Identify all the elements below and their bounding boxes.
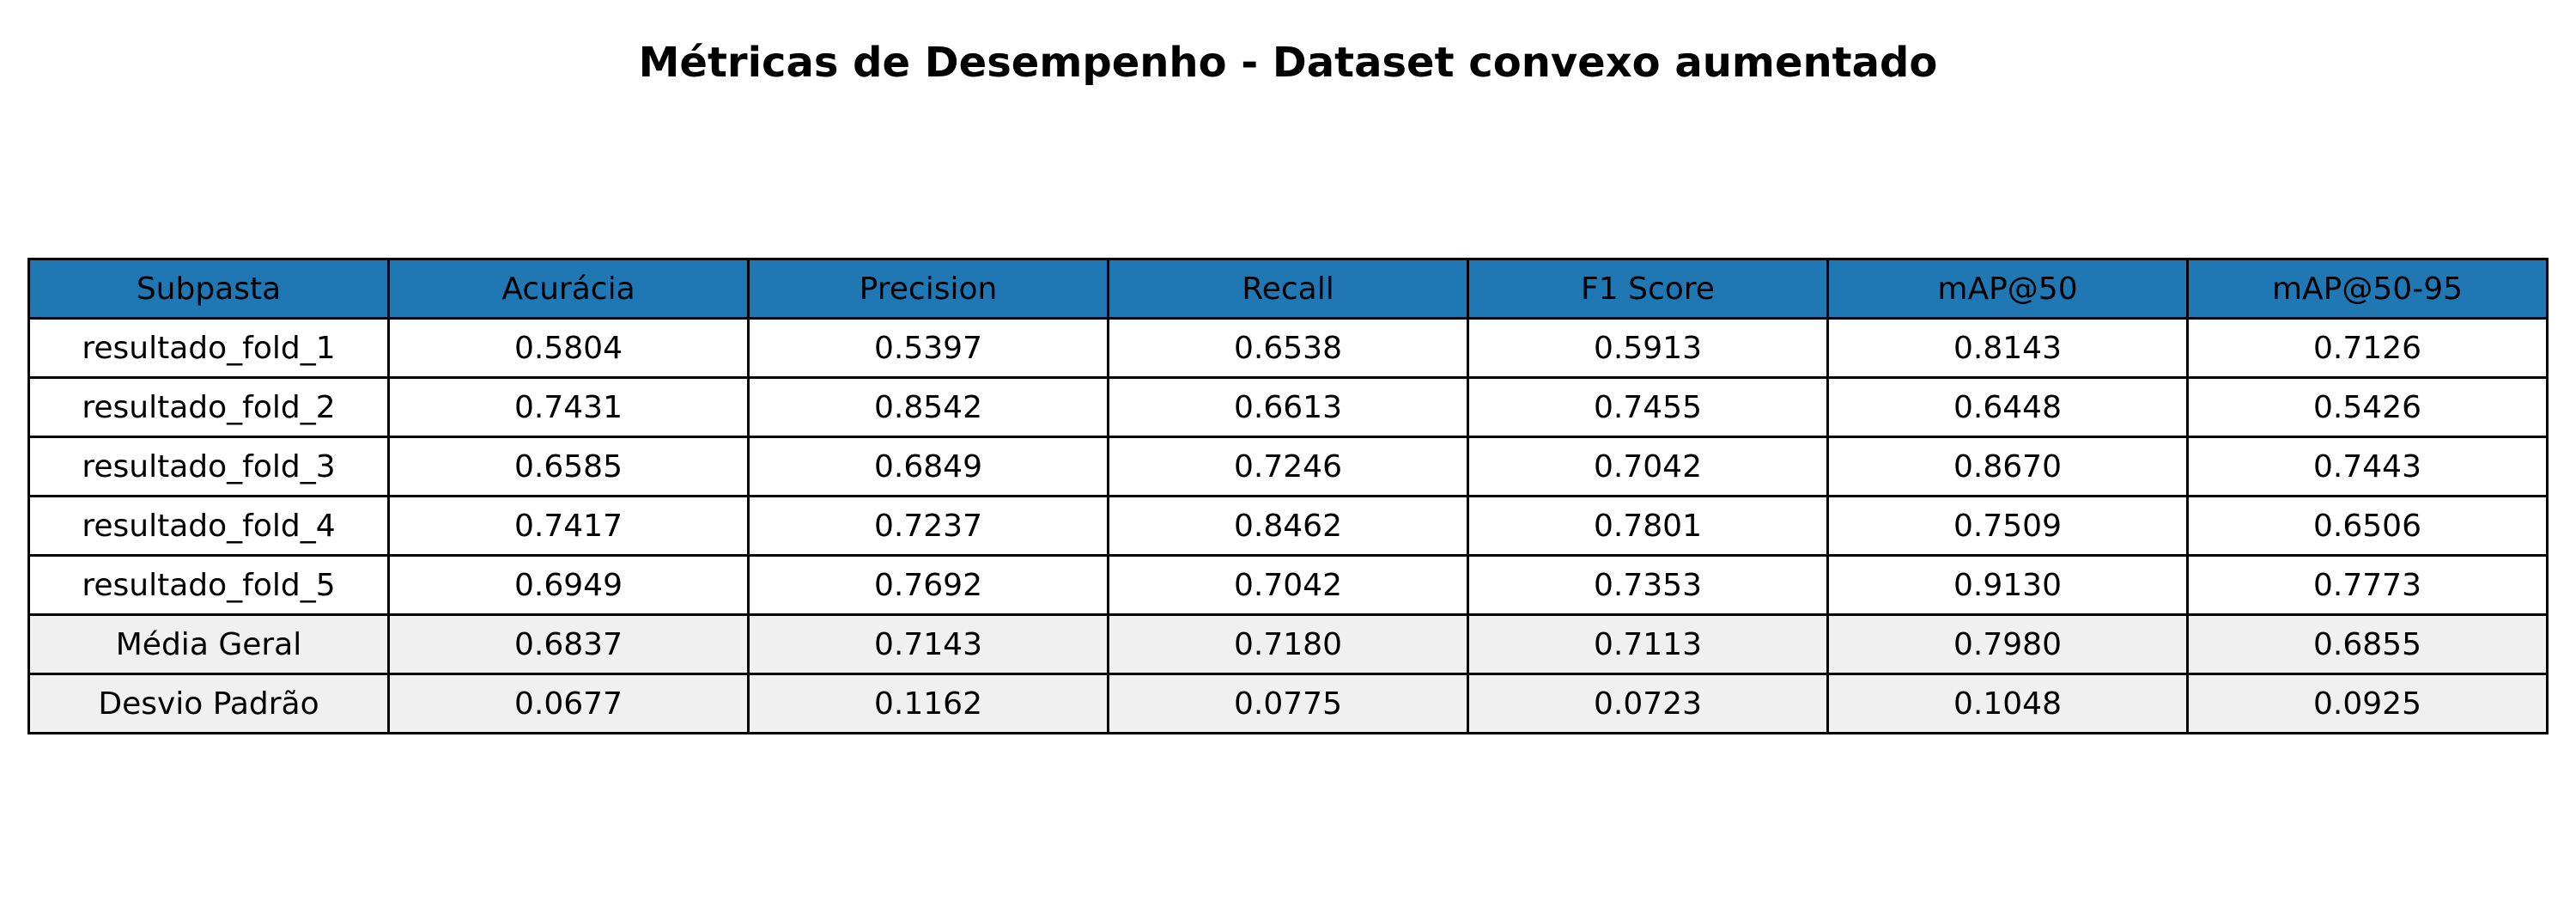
table-cell-f1-score: 0.5913 xyxy=(1467,317,1829,379)
table-cell-f1-score: 0.7042 xyxy=(1467,436,1829,497)
metrics-table: Subpasta Acurácia Precision Recall F1 Sc… xyxy=(27,258,2549,734)
table-cell-recall: 0.6613 xyxy=(1107,376,1469,438)
table-cell-map50: 0.8143 xyxy=(1826,317,2189,379)
table-cell-map50: 0.1048 xyxy=(1826,673,2189,734)
table-cell-subpasta: Desvio Padrão xyxy=(27,673,390,734)
table-cell-map50-95: 0.6506 xyxy=(2186,495,2549,557)
table-cell-acuracia: 0.7417 xyxy=(387,495,750,557)
table-cell-acuracia: 0.6949 xyxy=(387,554,750,616)
table-row: resultado_fold_2 0.7431 0.8542 0.6613 0.7455… xyxy=(27,376,2549,438)
table-cell-precision: 0.7237 xyxy=(747,495,1109,557)
table-cell-acuracia: 0.6837 xyxy=(387,613,750,675)
summary-row: Desvio Padrão 0.0677 0.1162 0.0775 0.0723 0.1… xyxy=(27,673,2549,734)
chart-title: Métricas de Desempenho - Dataset convexo… xyxy=(638,39,1938,87)
table-cell-f1-score: 0.0723 xyxy=(1467,673,1829,734)
table-cell-subpasta: resultado_fold_5 xyxy=(27,554,390,616)
header-cell-subpasta: Subpasta xyxy=(27,258,390,320)
table-row: resultado_fold_3 0.6585 0.6849 0.7246 0.7042… xyxy=(27,436,2549,497)
table-cell-recall: 0.7180 xyxy=(1107,613,1469,675)
table-cell-subpasta: resultado_fold_3 xyxy=(27,436,390,497)
table-cell-map50-95: 0.6855 xyxy=(2186,613,2549,675)
header-cell-f1-score: F1 Score xyxy=(1467,258,1829,320)
table-cell-acuracia: 0.7431 xyxy=(387,376,750,438)
table-cell-precision: 0.6849 xyxy=(747,436,1109,497)
table-cell-recall: 0.7042 xyxy=(1107,554,1469,616)
table-cell-map50-95: 0.5426 xyxy=(2186,376,2549,438)
table-row: resultado_fold_4 0.7417 0.7237 0.8462 0.7801… xyxy=(27,495,2549,557)
table-cell-subpasta: resultado_fold_4 xyxy=(27,495,390,557)
table-cell-precision: 0.7692 xyxy=(747,554,1109,616)
table-cell-map50: 0.7980 xyxy=(1826,613,2189,675)
table-cell-f1-score: 0.7353 xyxy=(1467,554,1829,616)
table-cell-f1-score: 0.7801 xyxy=(1467,495,1829,557)
summary-row: Média Geral 0.6837 0.7143 0.7180 0.7113 0.798… xyxy=(27,613,2549,675)
header-cell-map50-95: mAP@50-95 xyxy=(2186,258,2549,320)
table-cell-precision: 0.5397 xyxy=(747,317,1109,379)
table-row: resultado_fold_5 0.6949 0.7692 0.7042 0.7353… xyxy=(27,554,2549,616)
table-body: resultado_fold_1 0.5804 0.5397 0.6538 0.5913… xyxy=(27,317,2549,734)
table-cell-precision: 0.8542 xyxy=(747,376,1109,438)
table-cell-f1-score: 0.7455 xyxy=(1467,376,1829,438)
table-cell-recall: 0.0775 xyxy=(1107,673,1469,734)
header-cell-precision: Precision xyxy=(747,258,1109,320)
table-cell-acuracia: 0.5804 xyxy=(387,317,750,379)
table-cell-map50-95: 0.7443 xyxy=(2186,436,2549,497)
table-cell-map50-95: 0.7126 xyxy=(2186,317,2549,379)
table-header-row: Subpasta Acurácia Precision Recall F1 Sc… xyxy=(27,258,2549,320)
table-cell-map50-95: 0.7773 xyxy=(2186,554,2549,616)
table-cell-map50: 0.9130 xyxy=(1826,554,2189,616)
table-cell-map50: 0.7509 xyxy=(1826,495,2189,557)
table-row: resultado_fold_1 0.5804 0.5397 0.6538 0.5913… xyxy=(27,317,2549,379)
table-cell-recall: 0.7246 xyxy=(1107,436,1469,497)
header-cell-acuracia: Acurácia xyxy=(387,258,750,320)
table-cell-subpasta: Média Geral xyxy=(27,613,390,675)
table-cell-recall: 0.6538 xyxy=(1107,317,1469,379)
table-cell-acuracia: 0.0677 xyxy=(387,673,750,734)
header-cell-map50: mAP@50 xyxy=(1826,258,2189,320)
table-cell-subpasta: resultado_fold_1 xyxy=(27,317,390,379)
table-cell-precision: 0.1162 xyxy=(747,673,1109,734)
header-cell-recall: Recall xyxy=(1107,258,1469,320)
table-cell-precision: 0.7143 xyxy=(747,613,1109,675)
table-cell-recall: 0.8462 xyxy=(1107,495,1469,557)
table-cell-map50: 0.8670 xyxy=(1826,436,2189,497)
table-cell-subpasta: resultado_fold_2 xyxy=(27,376,390,438)
table-cell-acuracia: 0.6585 xyxy=(387,436,750,497)
table-cell-map50: 0.6448 xyxy=(1826,376,2189,438)
table-cell-f1-score: 0.7113 xyxy=(1467,613,1829,675)
table-cell-map50-95: 0.0925 xyxy=(2186,673,2549,734)
